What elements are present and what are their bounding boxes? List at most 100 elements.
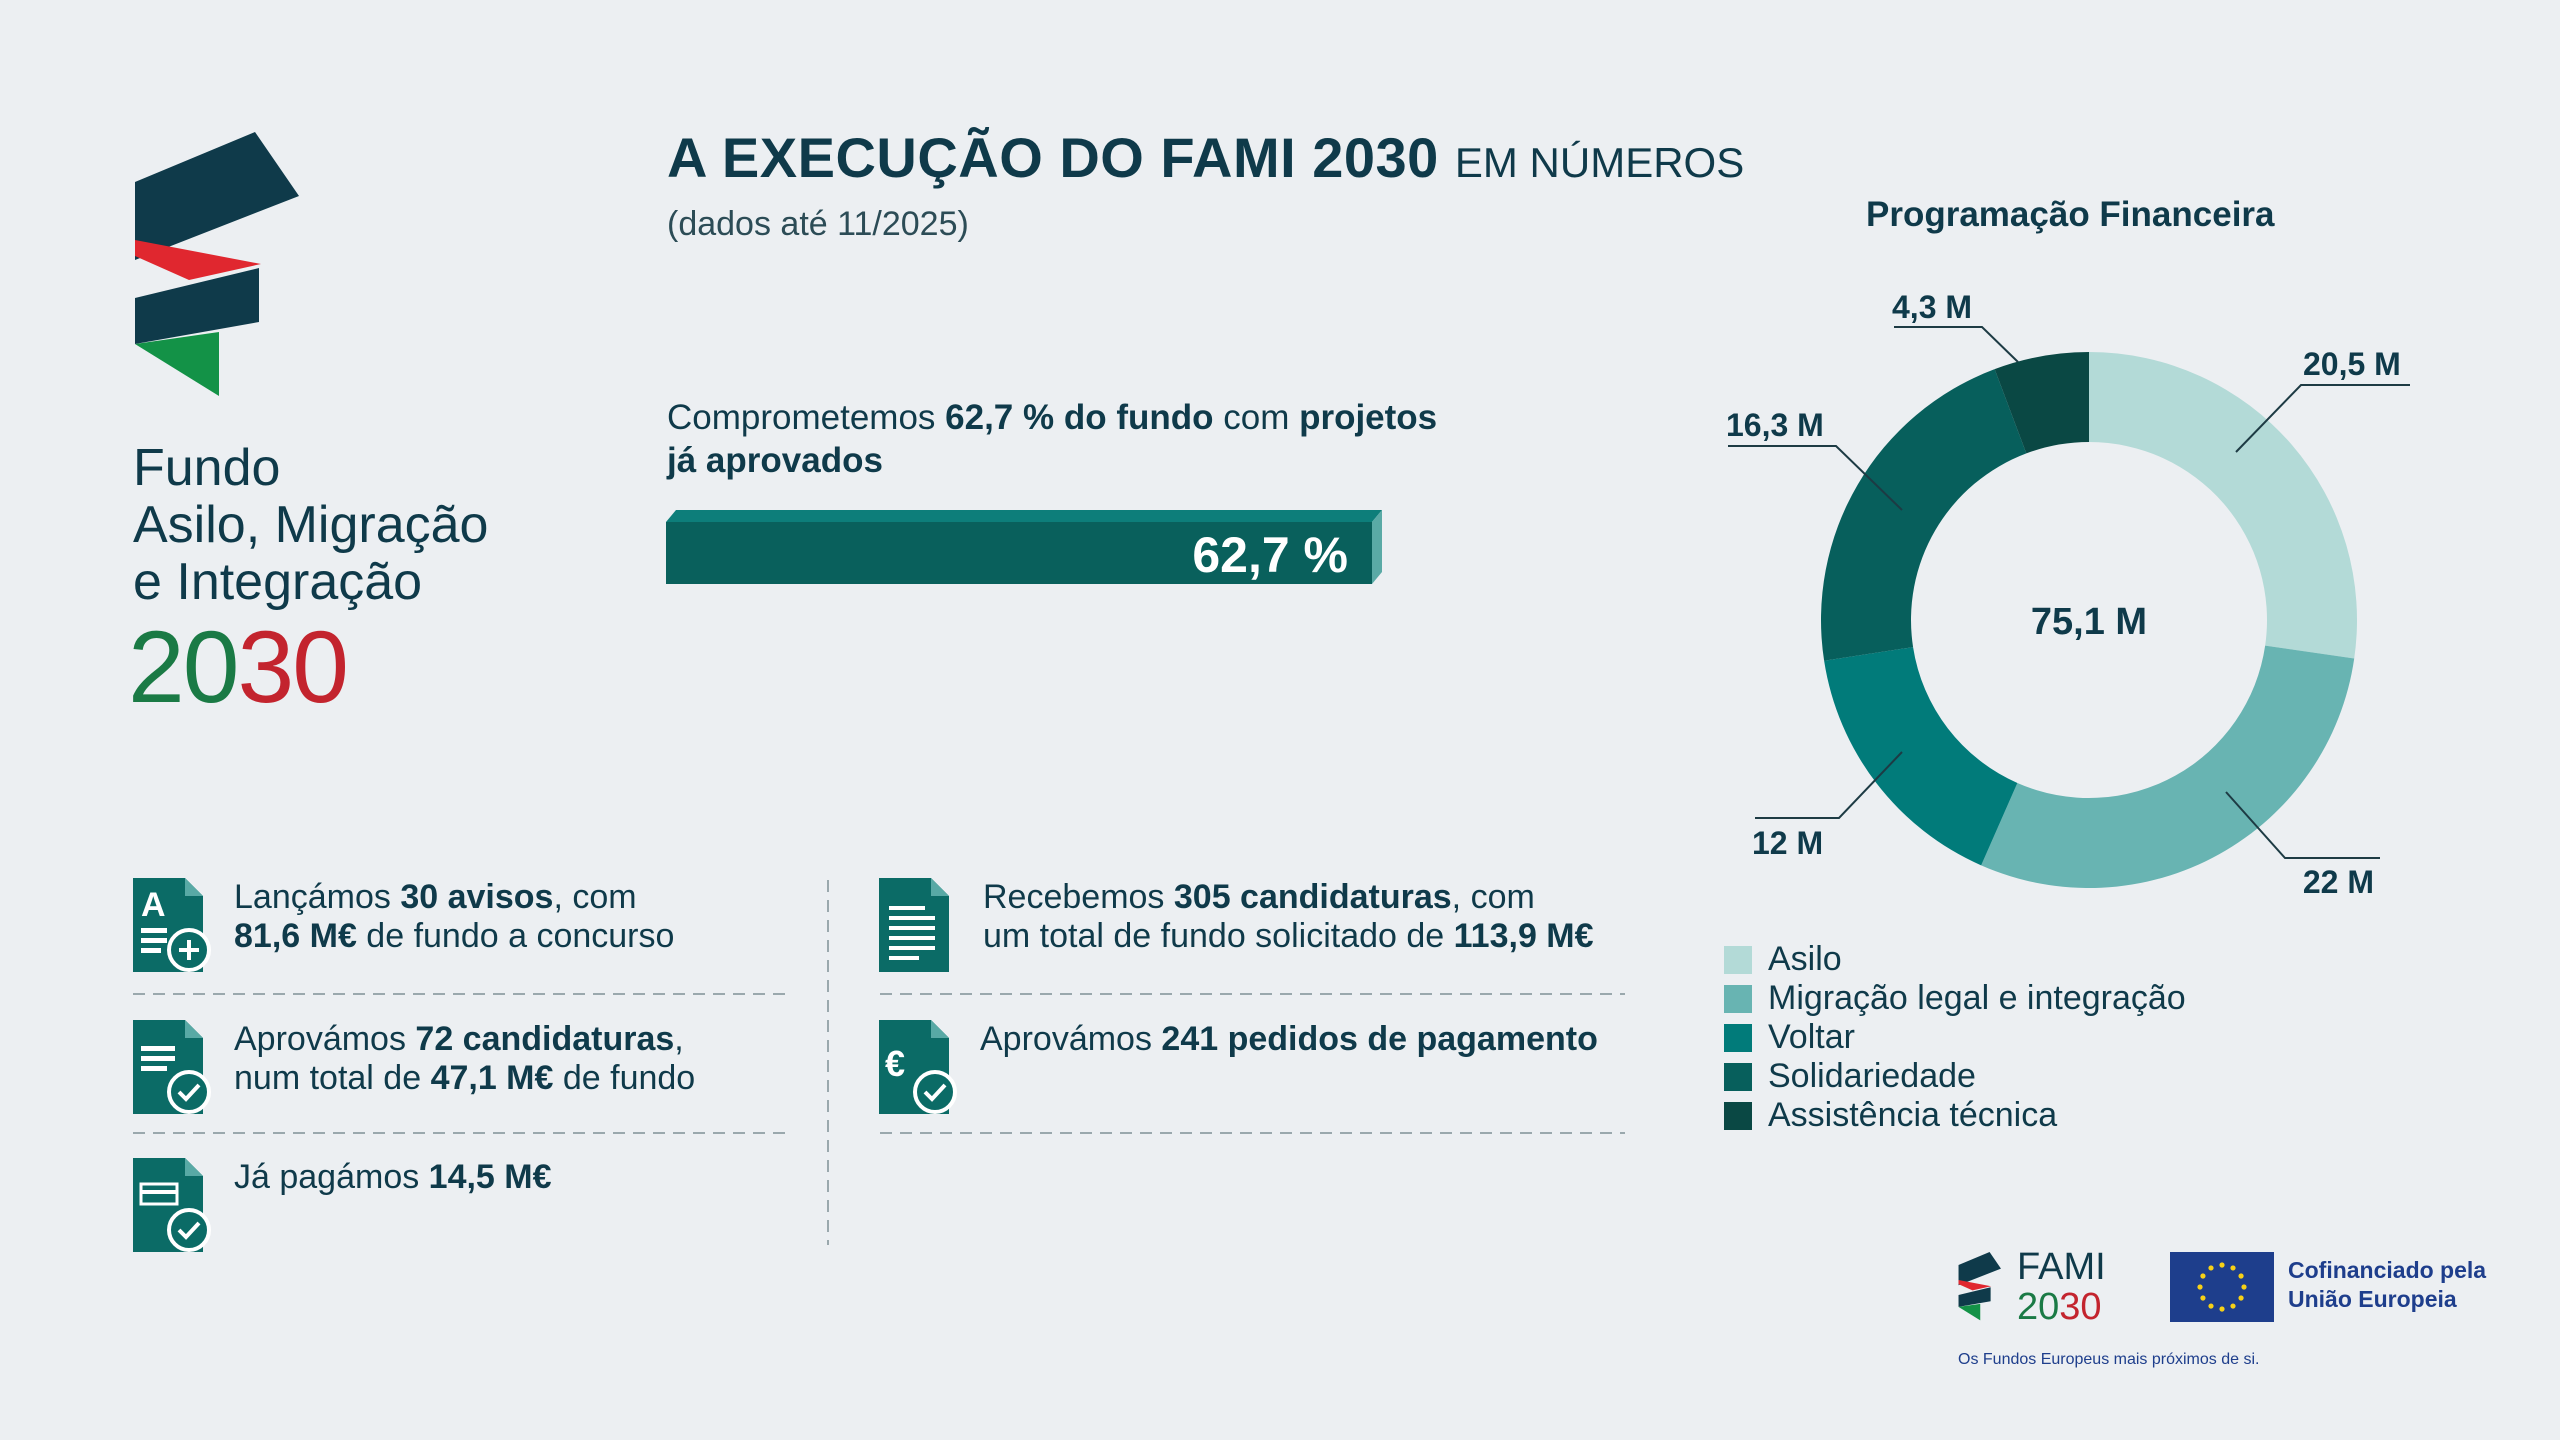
stat-approved-applications: Aprovámos 72 candidaturas, num total de … — [234, 1020, 695, 1098]
invoice-check-icon — [133, 1158, 211, 1252]
legend-label: Asilo — [1768, 940, 1842, 978]
fund-name-line2: Asilo, Migração — [133, 496, 489, 554]
donut-chart: 75,1 M 20,5 M 22 M 12 M 16,3 M 4,3 M — [1726, 289, 2410, 900]
leader-line-1 — [2225, 791, 2380, 859]
eu-star — [2208, 1303, 2214, 1309]
eu-star — [2238, 1273, 2244, 1279]
stat-text-part: um total de fundo solicitado de — [983, 917, 1454, 955]
legend-swatch — [1724, 1062, 1752, 1091]
slice-value-label-1: 22 M — [2303, 864, 2374, 900]
document-check-icon — [133, 1020, 211, 1114]
leader-line-2 — [1755, 751, 1903, 819]
stat-received-applications: Recebemos 305 candidaturas, com um total… — [983, 878, 1594, 956]
legend-swatch — [1724, 945, 1752, 974]
stat-text-part: Aprovámos — [980, 1020, 1162, 1058]
leader-line-0 — [2235, 384, 2410, 453]
eu-star — [2230, 1303, 2236, 1309]
stat-paid: Já pagámos 14,5 M€ — [234, 1158, 552, 1197]
footer-fami-text: FAMI — [2017, 1246, 2106, 1288]
donut-slice-3 — [1821, 369, 2027, 661]
eu-flag-icon — [2170, 1252, 2274, 1322]
page-subtitle: (dados até 11/2025) — [667, 205, 969, 243]
commitment-text-part: Comprometemos — [667, 398, 946, 437]
eu-text-line2: União Europeia — [2288, 1286, 2457, 1312]
eu-star — [2238, 1295, 2244, 1301]
slice-value-label-4: 4,3 M — [1892, 289, 1972, 325]
legend-swatch — [1724, 1023, 1752, 1052]
slice-value-label-0: 20,5 M — [2303, 346, 2401, 382]
stat-text-part: , com — [1451, 878, 1535, 916]
progress-bar-side-face — [1372, 510, 1382, 584]
legend-label: Migração legal e integração — [1768, 979, 2186, 1017]
eu-star — [2200, 1295, 2206, 1301]
footer-tagline: Os Fundos Europeus mais próximos de si. — [1958, 1351, 2260, 1368]
legend-swatch — [1724, 1101, 1752, 1130]
donut-slice-4 — [1994, 352, 2089, 454]
eu-text-line1: Cofinanciado pela — [2288, 1257, 2487, 1283]
donut-slice-1 — [1981, 645, 2355, 888]
stat-value: 81,6 M€ — [234, 917, 357, 955]
legend-item: Solidariedade — [1724, 1057, 2186, 1096]
stat-text-part: num total de — [234, 1059, 431, 1097]
stat-value: 30 avisos — [400, 878, 554, 916]
legend-label: Solidariedade — [1768, 1057, 1976, 1095]
legend-item: Voltar — [1724, 1018, 2186, 1057]
commitment-projects-text: projetos — [1299, 398, 1438, 437]
eu-star — [2197, 1284, 2203, 1290]
progress-bar-fill — [666, 522, 1372, 584]
stat-value: 241 pedidos de pagamento — [1161, 1020, 1598, 1058]
stat-calls: Lançámos 30 avisos, com 81,6 M€ de fundo… — [234, 878, 674, 956]
page-title-light: EM NÚMEROS — [1454, 139, 1745, 186]
fund-name: Fundo Asilo, Migração e Integração — [133, 440, 488, 611]
progress-bar-label: 62,7 % — [1192, 527, 1348, 583]
eu-star — [2219, 1262, 2225, 1268]
legend-label: Assistência técnica — [1768, 1096, 2058, 1134]
legend-item: Migração legal e integração — [1724, 979, 2186, 1018]
stat-text-part: Já pagámos — [234, 1158, 429, 1196]
page-title: A EXECUÇÃO DO FAMI 2030 EM NÚMEROS — [667, 125, 1744, 190]
commitment-approved-text: já aprovados — [667, 441, 883, 480]
euro-document-check-icon: € — [879, 1020, 957, 1114]
commitment-text-part: com — [1213, 398, 1300, 437]
fund-year-part-a: 20 — [128, 610, 239, 724]
footer-fami-year: 2030 — [2017, 1286, 2102, 1329]
document-lines-icon — [879, 878, 949, 972]
fund-name-line1: Fundo — [133, 439, 281, 497]
eu-cofinancing-text: Cofinanciado pela União Europeia — [2288, 1256, 2486, 1314]
chart-title: Programação Financeira — [1866, 195, 2275, 234]
donut-slice-2 — [1824, 647, 2018, 866]
stat-text-part: Recebemos — [983, 878, 1174, 916]
legend-label: Voltar — [1768, 1018, 1855, 1056]
document-letter-a-plus-icon: A — [133, 878, 211, 972]
page-title-bold: A EXECUÇÃO DO FAMI 2030 — [667, 126, 1439, 189]
legend-swatch — [1724, 984, 1752, 1013]
stat-value: 113,9 M€ — [1453, 917, 1594, 955]
commitment-progress-bar: 62,7 % — [666, 510, 1382, 584]
chart-legend: Asilo Migração legal e integração Voltar So… — [1724, 940, 2186, 1135]
stat-text-part: Aprovámos — [234, 1020, 416, 1058]
svg-text:€: € — [885, 1043, 905, 1084]
stat-value: 72 candidaturas — [415, 1020, 675, 1058]
fund-year-part-b: 30 — [237, 610, 348, 724]
commitment-percent-text: 62,7 % do fundo — [945, 398, 1214, 437]
fund-year: 2030 — [128, 610, 349, 724]
commitment-text: Comprometemos 62,7 % do fundo com projet… — [667, 396, 1567, 482]
eu-star — [2208, 1265, 2214, 1271]
stat-text-part: de fundo — [553, 1059, 696, 1097]
eu-star — [2230, 1265, 2236, 1271]
stats-dividers — [133, 880, 1625, 1245]
leader-line-3 — [1728, 445, 1903, 511]
donut-slice-0 — [2089, 352, 2357, 659]
legend-item: Asilo — [1724, 940, 2186, 979]
stat-value: 47,1 M€ — [430, 1059, 554, 1097]
stat-text-part: , com — [553, 878, 637, 916]
eu-star — [2200, 1273, 2206, 1279]
legend-item: Assistência técnica — [1724, 1096, 2186, 1135]
eu-star — [2241, 1284, 2247, 1290]
fund-name-line3: e Integração — [133, 553, 423, 611]
stat-value: 305 candidaturas — [1173, 878, 1452, 916]
fami-logo-mark — [135, 132, 299, 396]
stat-text-part: de fundo a concurso — [356, 917, 675, 955]
stat-value: 14,5 M€ — [428, 1158, 552, 1196]
stat-text-part: , — [674, 1020, 684, 1058]
